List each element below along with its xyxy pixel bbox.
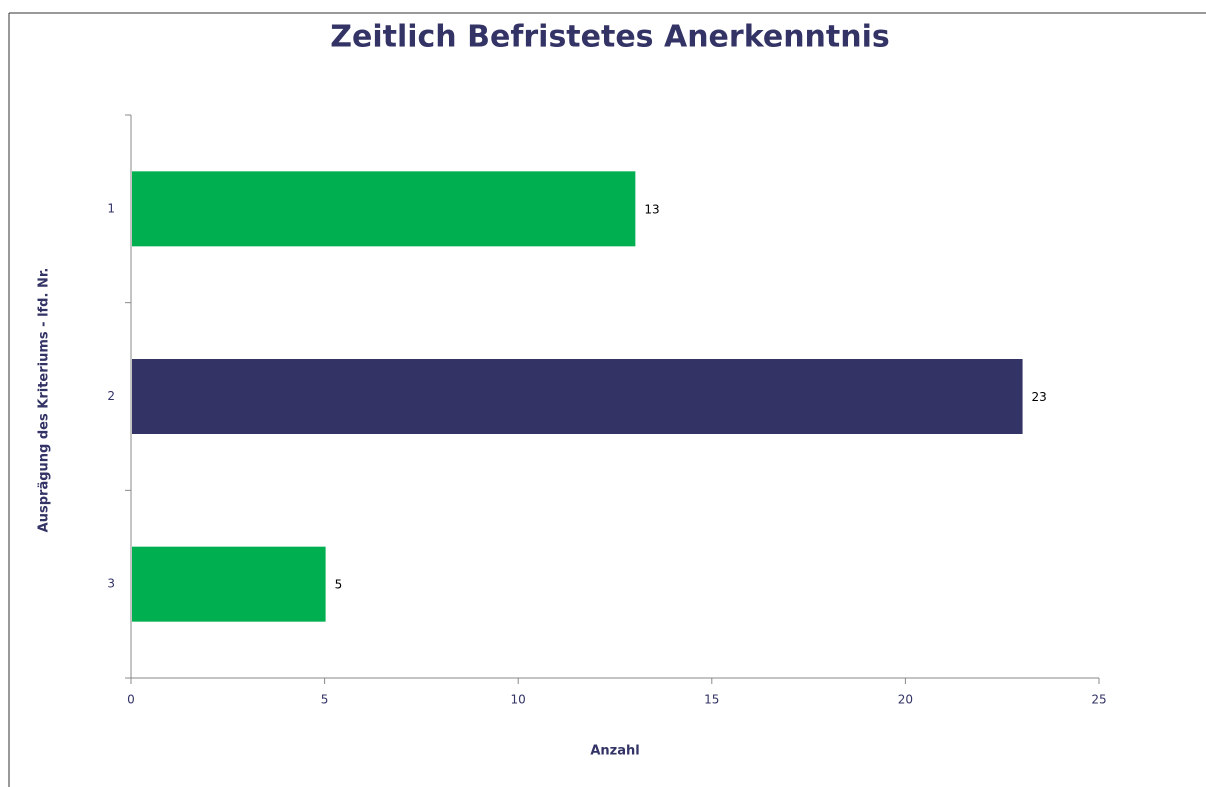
x-tick-label: 10 <box>511 693 526 707</box>
data-label: 13 <box>644 202 659 216</box>
x-tick-label: 5 <box>321 693 329 707</box>
y-tick-label: 3 <box>107 577 115 591</box>
chart-title: Zeitlich Befristetes Anerkenntnis <box>330 20 890 55</box>
bar <box>132 171 636 247</box>
bar <box>132 359 1023 434</box>
y-tick-label: 2 <box>107 389 115 403</box>
x-tick-label: 15 <box>704 693 719 707</box>
x-tick-label: 20 <box>898 693 913 707</box>
x-tick-label: 25 <box>1091 693 1106 707</box>
y-tick-label: 1 <box>107 201 115 215</box>
bar <box>132 546 326 622</box>
data-label: 5 <box>335 578 343 592</box>
x-axis-label: Anzahl <box>590 744 639 759</box>
y-axis-label: Ausprägung des Kriteriums - lfd. Nr. <box>37 268 52 533</box>
x-tick-label: 0 <box>127 693 135 707</box>
data-label: 23 <box>1032 390 1047 404</box>
